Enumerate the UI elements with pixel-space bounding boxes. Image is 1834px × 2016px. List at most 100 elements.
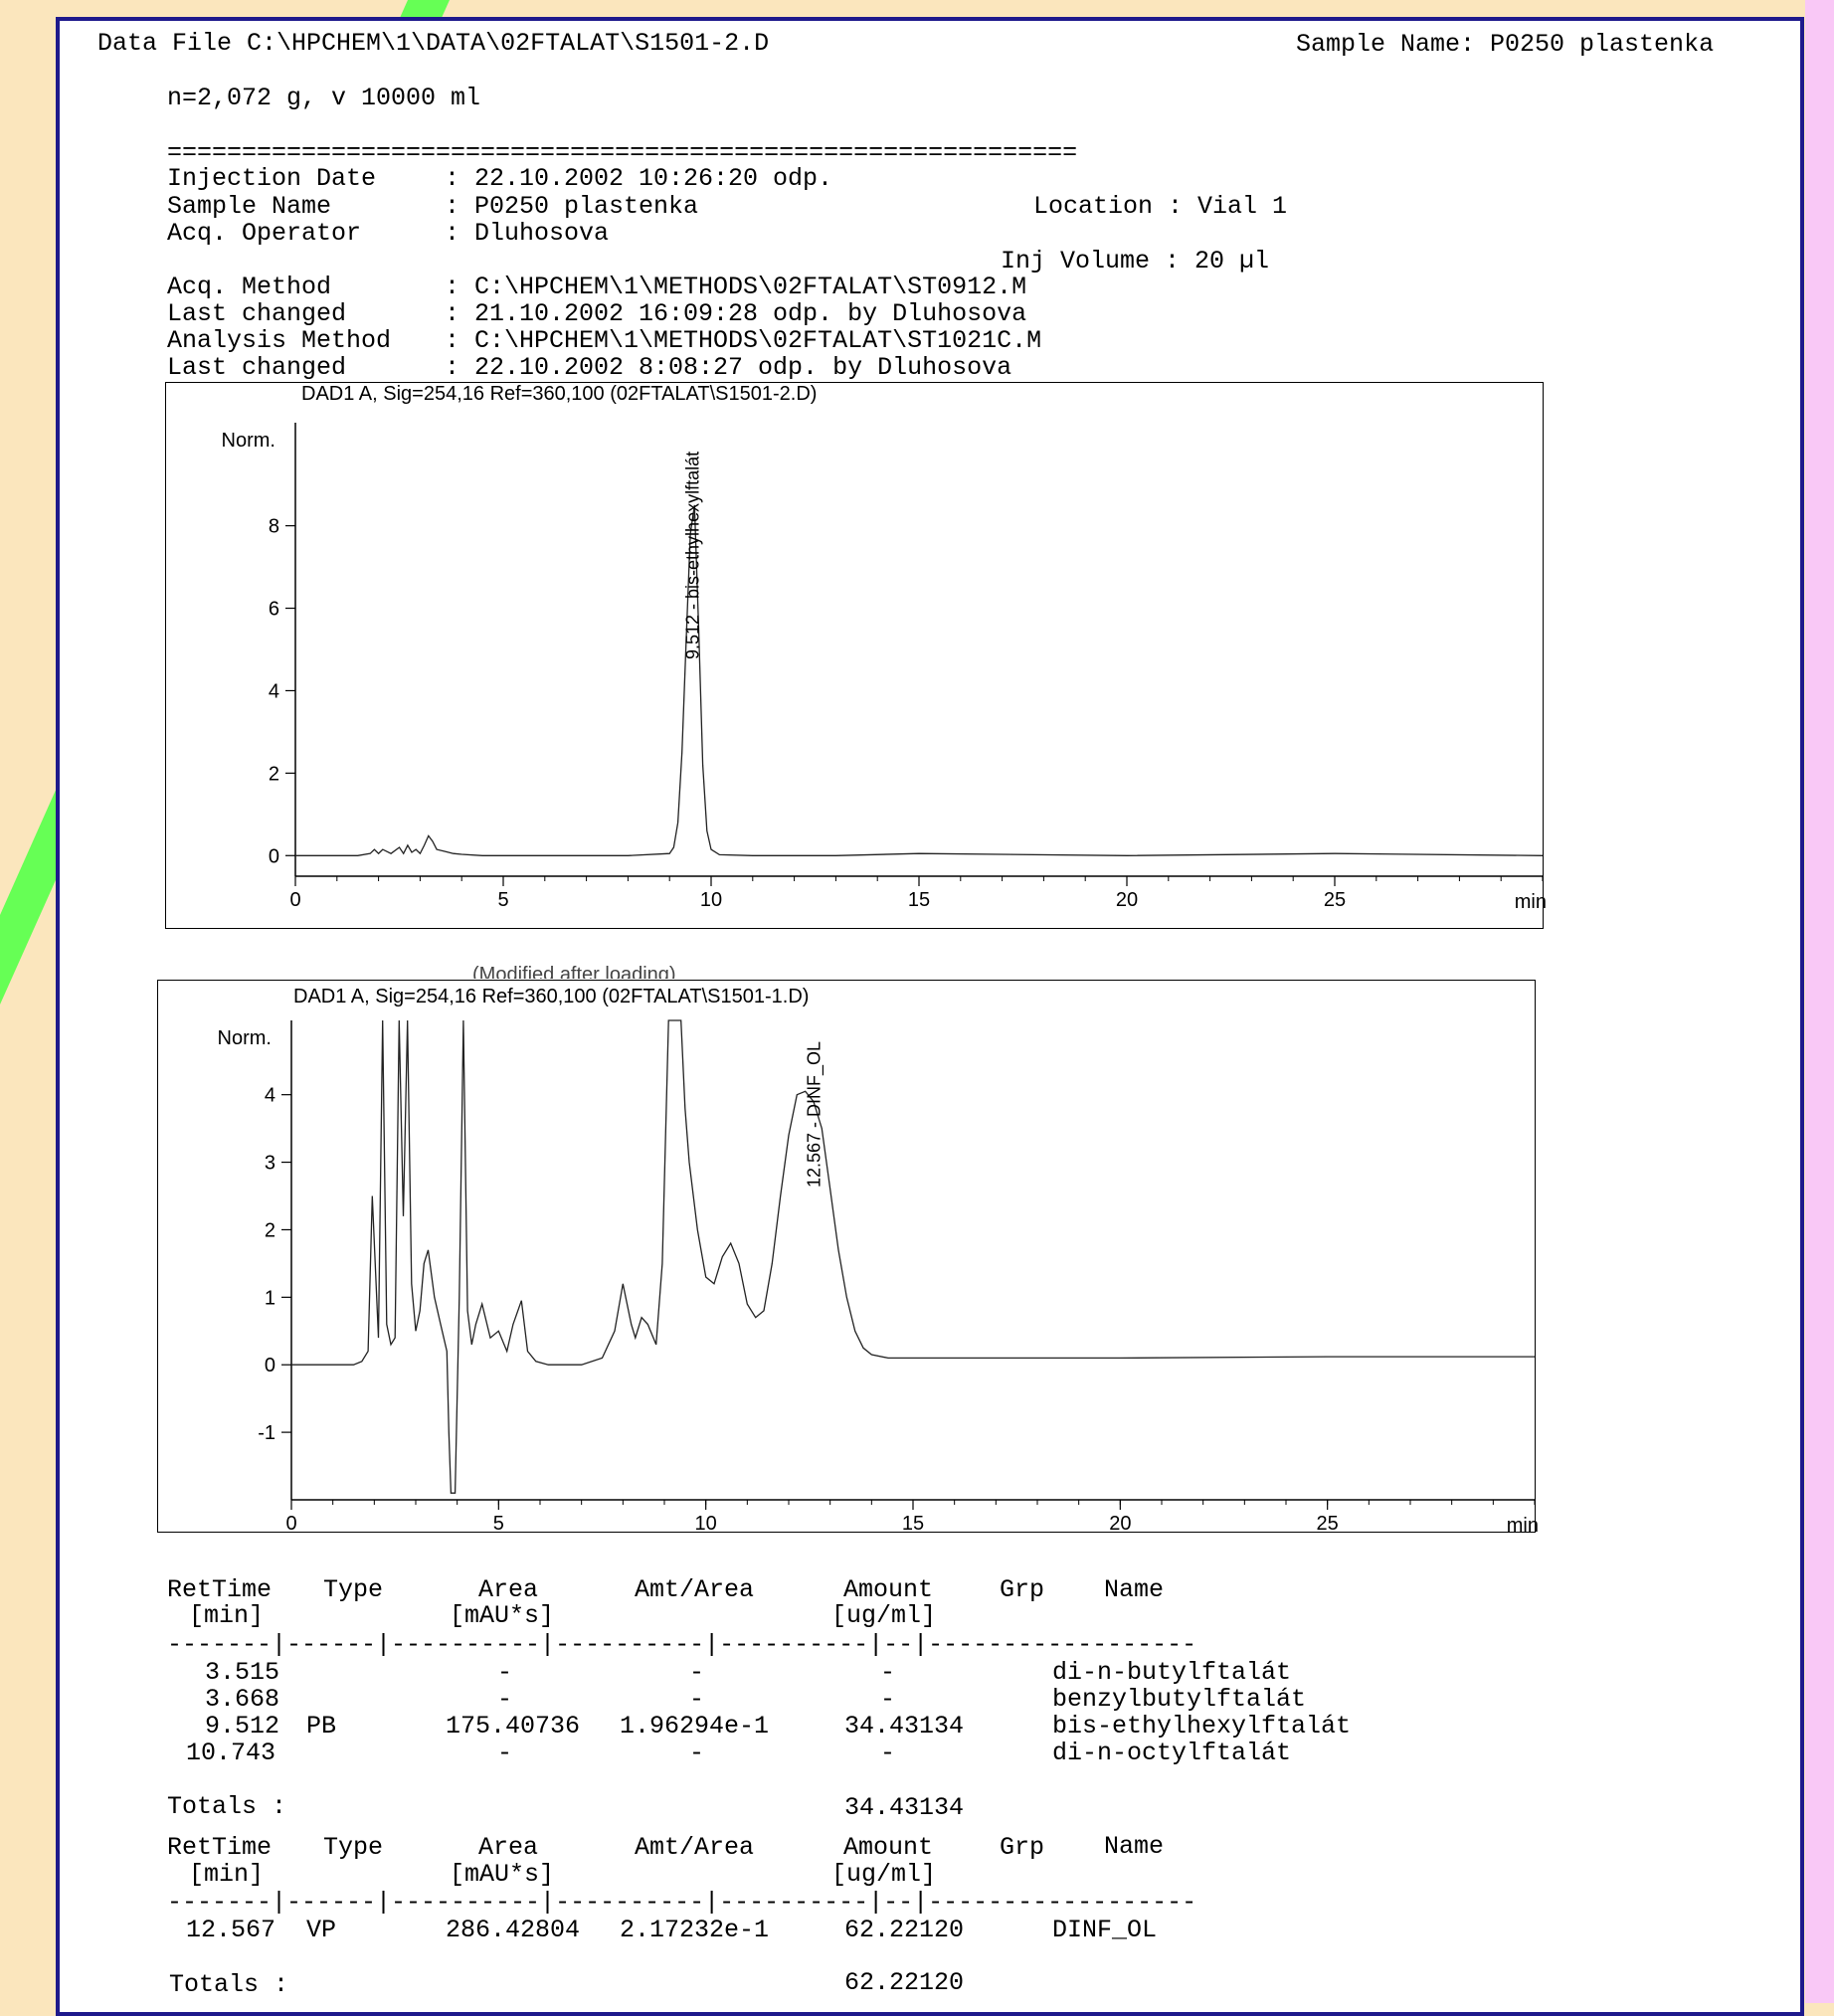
col-header-grp: Grp xyxy=(1000,1833,1045,1862)
cell-amount: 34.43134 xyxy=(844,1712,965,1741)
location-label: Location : Vial 1 xyxy=(1033,192,1288,221)
cell-area: - xyxy=(497,1739,513,1767)
cell-area: - xyxy=(497,1658,513,1687)
overlap-clipped-text: (Modified after loading) xyxy=(472,965,676,979)
info-value: : C:\HPCHEM\1\METHODS\02FTALAT\ST1021C.M xyxy=(445,326,1042,355)
chart-2-title: DAD1 A, Sig=254,16 Ref=360,100 (02FTALAT… xyxy=(293,986,810,1008)
col-header-amount: Amount xyxy=(843,1575,934,1604)
col-header-type: Type xyxy=(323,1833,384,1862)
inj-volume-label: Inj Volume : 20 µl xyxy=(1001,247,1270,275)
table-divider: -------|------|----------|----------|---… xyxy=(167,1888,1197,1917)
cell-amtarea: 2.17232e-1 xyxy=(620,1916,770,1944)
cell-rettime: 10.743 xyxy=(186,1739,276,1767)
x-tick-label: 20 xyxy=(1116,889,1138,911)
y-tick-label: 8 xyxy=(269,516,279,538)
totals-label: Totals : xyxy=(167,1792,287,1821)
col-header-area: Area xyxy=(478,1575,539,1604)
peak-label: 9.512 - bis-ethylhexylftalát xyxy=(683,452,703,659)
x-tick-label: 0 xyxy=(289,889,300,911)
info-value: : C:\HPCHEM\1\METHODS\02FTALAT\ST0912.M xyxy=(445,273,1027,301)
col-header-amtarea: Amt/Area xyxy=(635,1575,755,1604)
y-tick-label: 1 xyxy=(265,1287,275,1309)
info-label: Last changed xyxy=(167,353,347,382)
col-header-amount: Amount xyxy=(843,1833,934,1862)
cell-rettime: 3.668 xyxy=(205,1685,280,1714)
info-label: Acq. Operator xyxy=(167,219,362,248)
totals-value: 34.43134 xyxy=(844,1793,965,1822)
info-value: : 21.10.2002 16:09:28 odp. by Dluhosova xyxy=(445,299,1027,328)
y-tick-label: 0 xyxy=(269,845,279,867)
y-tick-label: 0 xyxy=(265,1355,275,1376)
unit-area: [mAU*s] xyxy=(450,1601,555,1630)
unit-area: [mAU*s] xyxy=(450,1860,555,1889)
x-tick-label: 25 xyxy=(1324,889,1346,911)
col-header-area: Area xyxy=(478,1833,539,1862)
col-header-rettime: RetTime xyxy=(167,1575,273,1604)
cell-type: PB xyxy=(306,1712,337,1741)
info-label: Sample Name xyxy=(167,192,332,221)
chart-1-plot: 0 5 10 15 20 25 0 2 4 6 8 Norm. min 9.512 - bis-ethyl… xyxy=(222,423,1547,913)
info-value: : Dluhosova xyxy=(445,219,610,248)
chromatogram-chart-2: DAD1 A, Sig=254,16 Ref=360,100 (02FTALAT… xyxy=(157,980,1539,1537)
header-sample-name: Sample Name: P0250 plastenka xyxy=(1296,30,1715,59)
info-value: : 22.10.2002 8:08:27 odp. by Dluhosova xyxy=(445,353,1012,382)
cell-area: 175.40736 xyxy=(446,1712,581,1741)
cell-amount: - xyxy=(880,1658,896,1687)
cell-amount: - xyxy=(880,1739,896,1767)
cell-amount: 62.22120 xyxy=(844,1916,965,1944)
x-tick-label: 5 xyxy=(493,1513,504,1535)
y-axis-label: Norm. xyxy=(218,1027,272,1049)
col-header-rettime: RetTime xyxy=(167,1833,273,1862)
cell-amtarea: - xyxy=(689,1658,705,1687)
info-label: Analysis Method xyxy=(167,326,392,355)
cell-amtarea: - xyxy=(689,1685,705,1714)
col-header-name: Name xyxy=(1104,1575,1165,1604)
info-value: : P0250 plastenka xyxy=(445,192,699,221)
cell-name: DINF_OL xyxy=(1052,1916,1158,1944)
chromatogram-chart-1: DAD1 A, Sig=254,16 Ref=360,100 (02FTALAT… xyxy=(165,382,1547,929)
cell-amount: - xyxy=(880,1685,896,1714)
x-tick-label: 5 xyxy=(497,889,508,911)
separator-line: ========================================… xyxy=(167,138,1078,167)
cell-amtarea: - xyxy=(689,1739,705,1767)
data-file-path: Data File C:\HPCHEM\1\DATA\02FTALAT\S150… xyxy=(97,29,770,58)
chart-1-title: DAD1 A, Sig=254,16 Ref=360,100 (02FTALAT… xyxy=(301,383,818,405)
unit-amount: [ug/ml] xyxy=(831,1601,937,1630)
info-label: Last changed xyxy=(167,299,347,328)
col-header-name: Name xyxy=(1104,1832,1165,1861)
y-tick-label: 3 xyxy=(265,1153,275,1175)
x-tick-label: 15 xyxy=(908,889,930,911)
cell-type: VP xyxy=(306,1916,337,1944)
info-value: : 22.10.2002 10:26:20 odp. xyxy=(445,164,833,193)
col-header-type: Type xyxy=(323,1575,384,1604)
cell-rettime: 9.512 xyxy=(205,1712,280,1741)
y-tick-label: 2 xyxy=(265,1219,275,1241)
peak-label: 12.567 - DINF_OL xyxy=(805,1041,825,1188)
x-tick-label: 15 xyxy=(902,1513,924,1535)
cell-rettime: 3.515 xyxy=(205,1658,280,1687)
unit-min: [min] xyxy=(189,1860,265,1889)
y-tick-label: 6 xyxy=(269,599,279,621)
pink-panel xyxy=(1805,0,1834,2003)
cell-name: benzylbutylftalát xyxy=(1052,1685,1307,1714)
totals-value: 62.22120 xyxy=(844,1968,965,1997)
info-label: Acq. Method xyxy=(167,273,332,301)
cell-area: 286.42804 xyxy=(446,1916,581,1944)
y-axis-label: Norm. xyxy=(222,430,275,452)
cell-rettime: 12.567 xyxy=(186,1916,276,1944)
cell-name: di-n-butylftalát xyxy=(1052,1658,1292,1687)
x-tick-label: 0 xyxy=(285,1513,296,1535)
cell-name: di-n-octylftalát xyxy=(1052,1739,1292,1767)
series-line xyxy=(291,1019,1535,1494)
table-divider: -------|------|----------|----------|---… xyxy=(167,1630,1197,1659)
x-axis-label: min xyxy=(1507,1515,1539,1537)
col-header-grp: Grp xyxy=(1000,1575,1045,1604)
chart-2-plot: 0 5 10 15 20 25 -1 0 1 2 3 4 Norm. min 12.567 - DINF_O… xyxy=(218,1019,1539,1537)
x-tick-label: 10 xyxy=(695,1513,717,1535)
series-line xyxy=(295,504,1544,856)
y-tick-label: -1 xyxy=(258,1422,275,1444)
x-tick-label: 10 xyxy=(700,889,722,911)
cell-area: - xyxy=(497,1685,513,1714)
sample-weight-note: n=2,072 g, v 10000 ml xyxy=(167,84,481,112)
info-label: Injection Date xyxy=(167,164,377,193)
